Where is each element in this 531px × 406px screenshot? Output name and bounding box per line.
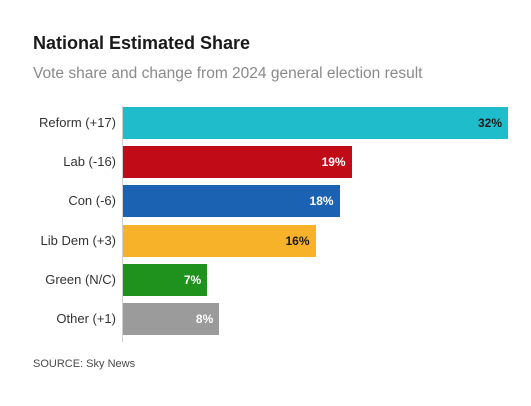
category-label: Lib Dem (+3): [40, 232, 117, 248]
category-label: Reform (+17): [39, 115, 116, 130]
value-label: 16%: [285, 233, 310, 248]
bar: [123, 263, 208, 296]
value-label: 7%: [183, 272, 202, 287]
bar-row: Other (+1) 8%: [0, 303, 531, 335]
chart-title: National Estimated Share: [33, 33, 251, 53]
bar-row: Con (-6) 18%: [0, 185, 531, 218]
category-label: Lab (-16): [63, 154, 116, 170]
value-label: 8%: [195, 312, 214, 326]
chart-source: SOURCE: Sky News: [33, 358, 136, 370]
value-label: 18%: [309, 194, 334, 209]
category-axis-line: [122, 106, 123, 342]
category-label: Con (-6): [68, 193, 116, 209]
category-label: Other (+1): [56, 311, 116, 326]
bar-row: Lib Dem (+3) 16%: [0, 224, 531, 257]
chart-subtitle: Vote share and change from 2024 general …: [33, 65, 423, 82]
bar-row: Lab (-16) 19%: [0, 146, 531, 179]
bar: [123, 107, 508, 139]
bar-row: Green (N/C) 7%: [0, 263, 531, 296]
bar: [123, 303, 220, 335]
bar: [123, 185, 340, 218]
bar: [123, 224, 316, 257]
category-label: Green (N/C): [45, 271, 116, 287]
bar-chart: Reform (+17) 32% Lab (-16) 19% Con (-6) 18% Li…: [0, 100, 531, 345]
bar-row: Reform (+17) 32%: [0, 107, 531, 139]
bar: [123, 146, 352, 179]
value-label: 19%: [321, 155, 346, 170]
value-label: 32%: [477, 116, 502, 130]
